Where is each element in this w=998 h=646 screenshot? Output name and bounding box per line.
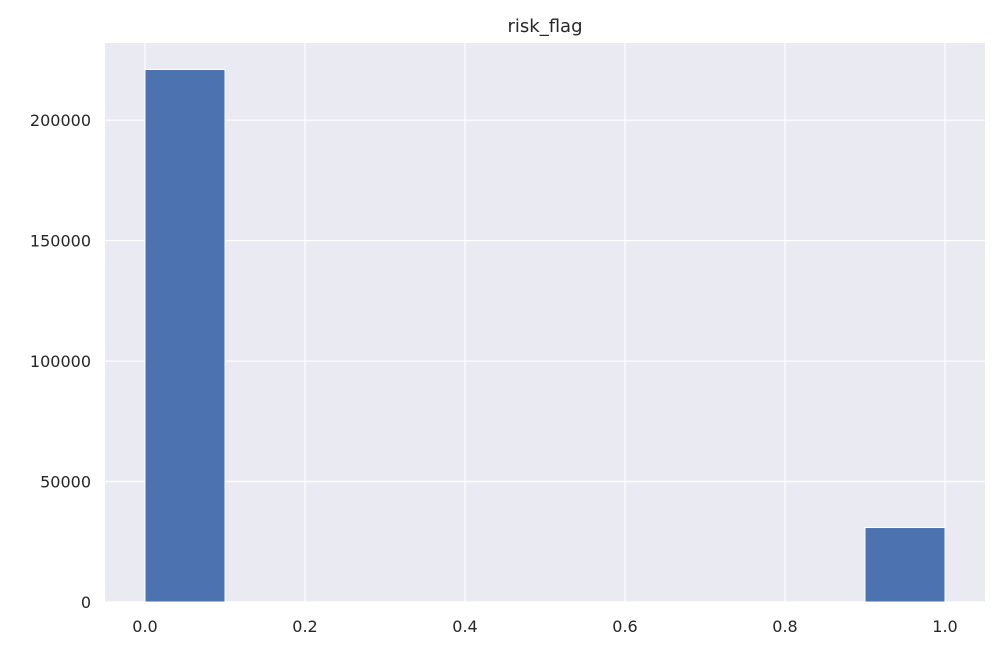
histogram-bar-0 bbox=[144, 69, 226, 603]
x-tick-label: 0.4 bbox=[452, 617, 477, 636]
bars bbox=[144, 69, 946, 603]
x-tick-label: 0.8 bbox=[772, 617, 797, 636]
histogram-bar-9 bbox=[864, 527, 946, 603]
y-axis-ticks: 0 50000 100000 150000 200000 bbox=[30, 111, 91, 612]
x-tick-label: 0.6 bbox=[612, 617, 637, 636]
x-tick-label: 0.0 bbox=[132, 617, 157, 636]
x-tick-label: 1.0 bbox=[932, 617, 957, 636]
y-tick-label: 150000 bbox=[30, 232, 91, 251]
x-tick-label: 0.2 bbox=[292, 617, 317, 636]
x-axis-ticks: 0.0 0.2 0.4 0.6 0.8 1.0 bbox=[132, 617, 957, 636]
y-tick-label: 50000 bbox=[40, 473, 91, 492]
y-tick-label: 0 bbox=[81, 593, 91, 612]
chart-title: risk_flag bbox=[508, 16, 583, 37]
y-tick-label: 200000 bbox=[30, 111, 91, 130]
plot-area bbox=[105, 43, 985, 602]
grid-lines bbox=[105, 43, 985, 603]
y-tick-label: 100000 bbox=[30, 352, 91, 371]
